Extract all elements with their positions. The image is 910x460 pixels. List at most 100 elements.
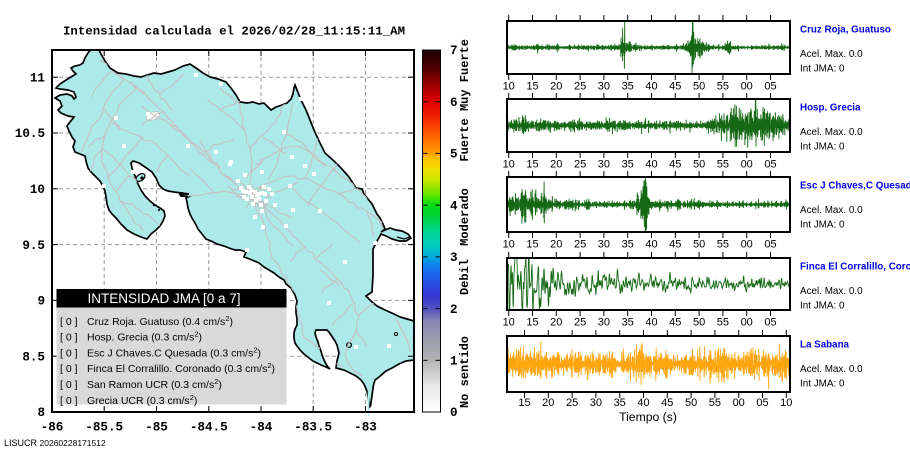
svg-text:45: 45 [669, 239, 681, 251]
svg-text:45: 45 [669, 317, 681, 329]
svg-text:1: 1 [450, 355, 458, 369]
svg-text:Int JMA: 0: Int JMA: 0 [800, 301, 845, 312]
svg-text:00: 00 [741, 317, 753, 329]
svg-text:25: 25 [574, 81, 586, 93]
svg-text:25: 25 [574, 317, 586, 329]
svg-text:[ 0 ]: [ 0 ] [60, 379, 78, 391]
svg-text:55: 55 [717, 239, 729, 251]
svg-text:Acel. Max. 0.0: Acel. Max. 0.0 [800, 205, 863, 216]
svg-text:San Ramon UCR (0.3 cm/s2): San Ramon UCR (0.3 cm/s2) [87, 377, 222, 391]
svg-text:50: 50 [693, 81, 705, 93]
svg-text:05: 05 [764, 159, 776, 171]
svg-text:[ 0 ]: [ 0 ] [60, 363, 78, 375]
svg-text:15: 15 [526, 159, 538, 171]
svg-text:05: 05 [756, 397, 768, 409]
svg-text:Hosp. Grecia: Hosp. Grecia [800, 103, 861, 114]
svg-text:25: 25 [566, 397, 578, 409]
svg-text:55: 55 [717, 317, 729, 329]
svg-text:No sentido: No sentido [458, 336, 472, 408]
svg-text:35: 35 [614, 397, 626, 409]
svg-text:Moderado: Moderado [458, 188, 472, 246]
svg-text:Acel. Max. 0.0: Acel. Max. 0.0 [800, 286, 863, 297]
svg-text:35: 35 [622, 81, 634, 93]
svg-text:-83.5: -83.5 [294, 421, 332, 435]
svg-text:00: 00 [741, 239, 753, 251]
svg-text:-84: -84 [250, 421, 273, 435]
svg-text:30: 30 [598, 159, 610, 171]
svg-text:3: 3 [450, 251, 458, 265]
svg-text:Acel. Max. 0.0: Acel. Max. 0.0 [800, 127, 863, 138]
svg-text:55: 55 [717, 81, 729, 93]
svg-text:Int JMA: 0: Int JMA: 0 [800, 379, 845, 390]
svg-text:10: 10 [503, 317, 515, 329]
svg-text:[ 0 ]: [ 0 ] [60, 395, 78, 407]
svg-text:10: 10 [503, 239, 515, 251]
svg-text:La Sabana: La Sabana [800, 340, 850, 351]
svg-text:15: 15 [526, 81, 538, 93]
svg-text:9.5: 9.5 [22, 239, 45, 253]
svg-text:45: 45 [661, 397, 673, 409]
svg-text:Cruz Roja, Guatuso: Cruz Roja, Guatuso [800, 25, 891, 36]
svg-text:Esc J Chaves,C Quesada: Esc J Chaves,C Quesada [800, 181, 910, 192]
svg-text:30: 30 [598, 317, 610, 329]
svg-text:2: 2 [450, 303, 458, 317]
svg-text:35: 35 [622, 159, 634, 171]
svg-text:40: 40 [645, 81, 657, 93]
svg-text:10: 10 [503, 159, 515, 171]
svg-text:Finca El Corralillo. Coronado: Finca El Corralillo. Coronado (0.3 cm/s2… [87, 361, 275, 375]
svg-text:30: 30 [590, 397, 602, 409]
svg-text:50: 50 [693, 239, 705, 251]
svg-text:Muy Fuerte: Muy Fuerte [458, 39, 472, 111]
svg-text:4: 4 [450, 199, 458, 213]
svg-text:-83: -83 [354, 421, 377, 435]
svg-text:Tiempo (s): Tiempo (s) [619, 410, 677, 424]
svg-text:Finca El Corralillo, Coronado: Finca El Corralillo, Coronado [800, 262, 910, 273]
svg-text:-86: -86 [41, 421, 64, 435]
svg-text:9: 9 [37, 295, 45, 309]
svg-text:25: 25 [574, 239, 586, 251]
svg-text:15: 15 [526, 317, 538, 329]
svg-text:45: 45 [669, 159, 681, 171]
svg-text:8: 8 [37, 406, 45, 420]
svg-text:10.5: 10.5 [15, 127, 45, 141]
svg-text:40: 40 [637, 397, 649, 409]
svg-text:00: 00 [741, 81, 753, 93]
svg-text:00: 00 [733, 397, 745, 409]
svg-text:[ 0 ]: [ 0 ] [60, 347, 78, 359]
svg-text:-84.5: -84.5 [190, 421, 228, 435]
svg-text:55: 55 [717, 159, 729, 171]
svg-text:Intensidad calculada el 2026/0: Intensidad calculada el 2026/02/28_11:15… [63, 25, 405, 39]
svg-text:Int JMA: 0: Int JMA: 0 [800, 142, 845, 153]
svg-text:Acel. Max. 0.0: Acel. Max. 0.0 [800, 364, 863, 375]
svg-text:[ 0 ]: [ 0 ] [60, 316, 78, 328]
svg-text:Int JMA: 0: Int JMA: 0 [800, 220, 845, 231]
svg-text:15: 15 [526, 239, 538, 251]
svg-text:40: 40 [645, 239, 657, 251]
svg-text:LISUCR 20260228171512: LISUCR 20260228171512 [4, 438, 106, 448]
svg-text:20: 20 [550, 81, 562, 93]
svg-text:50: 50 [685, 397, 697, 409]
svg-text:05: 05 [764, 81, 776, 93]
svg-text:-85.5: -85.5 [85, 421, 123, 435]
svg-text:10: 10 [30, 183, 45, 197]
svg-text:25: 25 [574, 159, 586, 171]
svg-text:-85: -85 [145, 421, 168, 435]
svg-text:50: 50 [693, 317, 705, 329]
svg-text:20: 20 [542, 397, 554, 409]
svg-text:Debil: Debil [458, 259, 472, 295]
svg-text:Fuerte: Fuerte [458, 118, 472, 161]
svg-text:05: 05 [764, 317, 776, 329]
svg-text:20: 20 [550, 317, 562, 329]
svg-text:35: 35 [622, 317, 634, 329]
svg-text:10: 10 [503, 81, 515, 93]
svg-text:20: 20 [550, 239, 562, 251]
svg-text:30: 30 [598, 239, 610, 251]
svg-text:20: 20 [550, 159, 562, 171]
svg-text:Hosp. Grecia (0.3 cm/s2): Hosp. Grecia (0.3 cm/s2) [87, 330, 202, 344]
svg-text:00: 00 [741, 159, 753, 171]
svg-text:Esc J Chaves.C Quesada (0.3 cm: Esc J Chaves.C Quesada (0.3 cm/s2) [87, 345, 261, 359]
svg-text:Acel. Max. 0.0: Acel. Max. 0.0 [800, 49, 863, 60]
svg-text:45: 45 [669, 81, 681, 93]
svg-text:35: 35 [622, 239, 634, 251]
svg-text:55: 55 [709, 397, 721, 409]
